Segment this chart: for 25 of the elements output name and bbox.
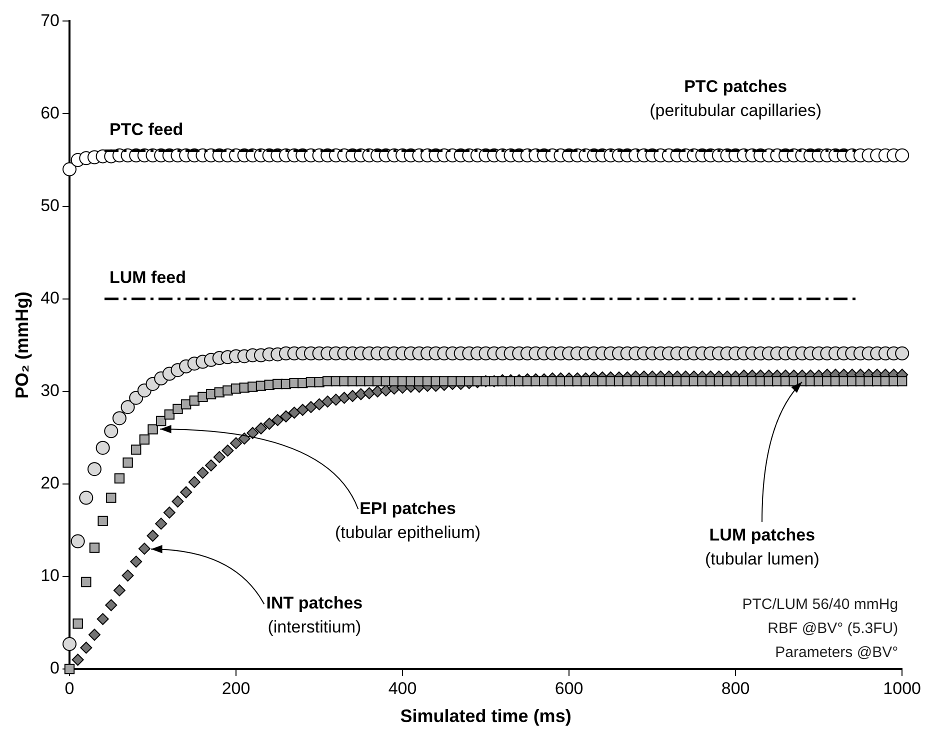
x-axis-title: Simulated time (ms) — [400, 706, 572, 726]
y-tick-label: 60 — [40, 103, 60, 122]
x-tick-label: 200 — [222, 678, 250, 698]
annotation: INT patches (interstitium) — [266, 593, 363, 636]
y-tick-label: 20 — [40, 474, 60, 493]
x-tick-label: 800 — [721, 678, 750, 698]
y-tick-label: 30 — [40, 381, 60, 400]
y-tick-label: 10 — [40, 566, 60, 586]
annotation: LUM patches (tubular lumen) — [705, 525, 820, 568]
x-tick-label: 1000 — [883, 678, 922, 698]
x-tick-label: 0 — [64, 678, 74, 698]
annotation: Parameters @BV° — [775, 644, 898, 662]
annotation: EPI patches (tubular epithelium) — [335, 499, 481, 542]
annotation: PTC/LUM 56/40 mmHg — [742, 596, 898, 614]
y-axis-title: PO₂ (mmHg) — [12, 292, 32, 399]
y-tick-label: 70 — [40, 10, 60, 30]
ref-line-label: PTC feed — [110, 120, 184, 139]
ref-line-label: LUM feed — [110, 268, 186, 288]
annotation: PTC patches (peritubular capillaries) — [650, 77, 822, 120]
annotation: RBF @BV° (5.3FU) — [768, 620, 898, 638]
y-tick-label: 40 — [40, 288, 60, 308]
y-tick-label: 50 — [40, 196, 60, 215]
x-tick-label: 600 — [554, 678, 584, 698]
x-tick-label: 400 — [388, 678, 417, 698]
y-tick-label: 0 — [50, 658, 60, 678]
